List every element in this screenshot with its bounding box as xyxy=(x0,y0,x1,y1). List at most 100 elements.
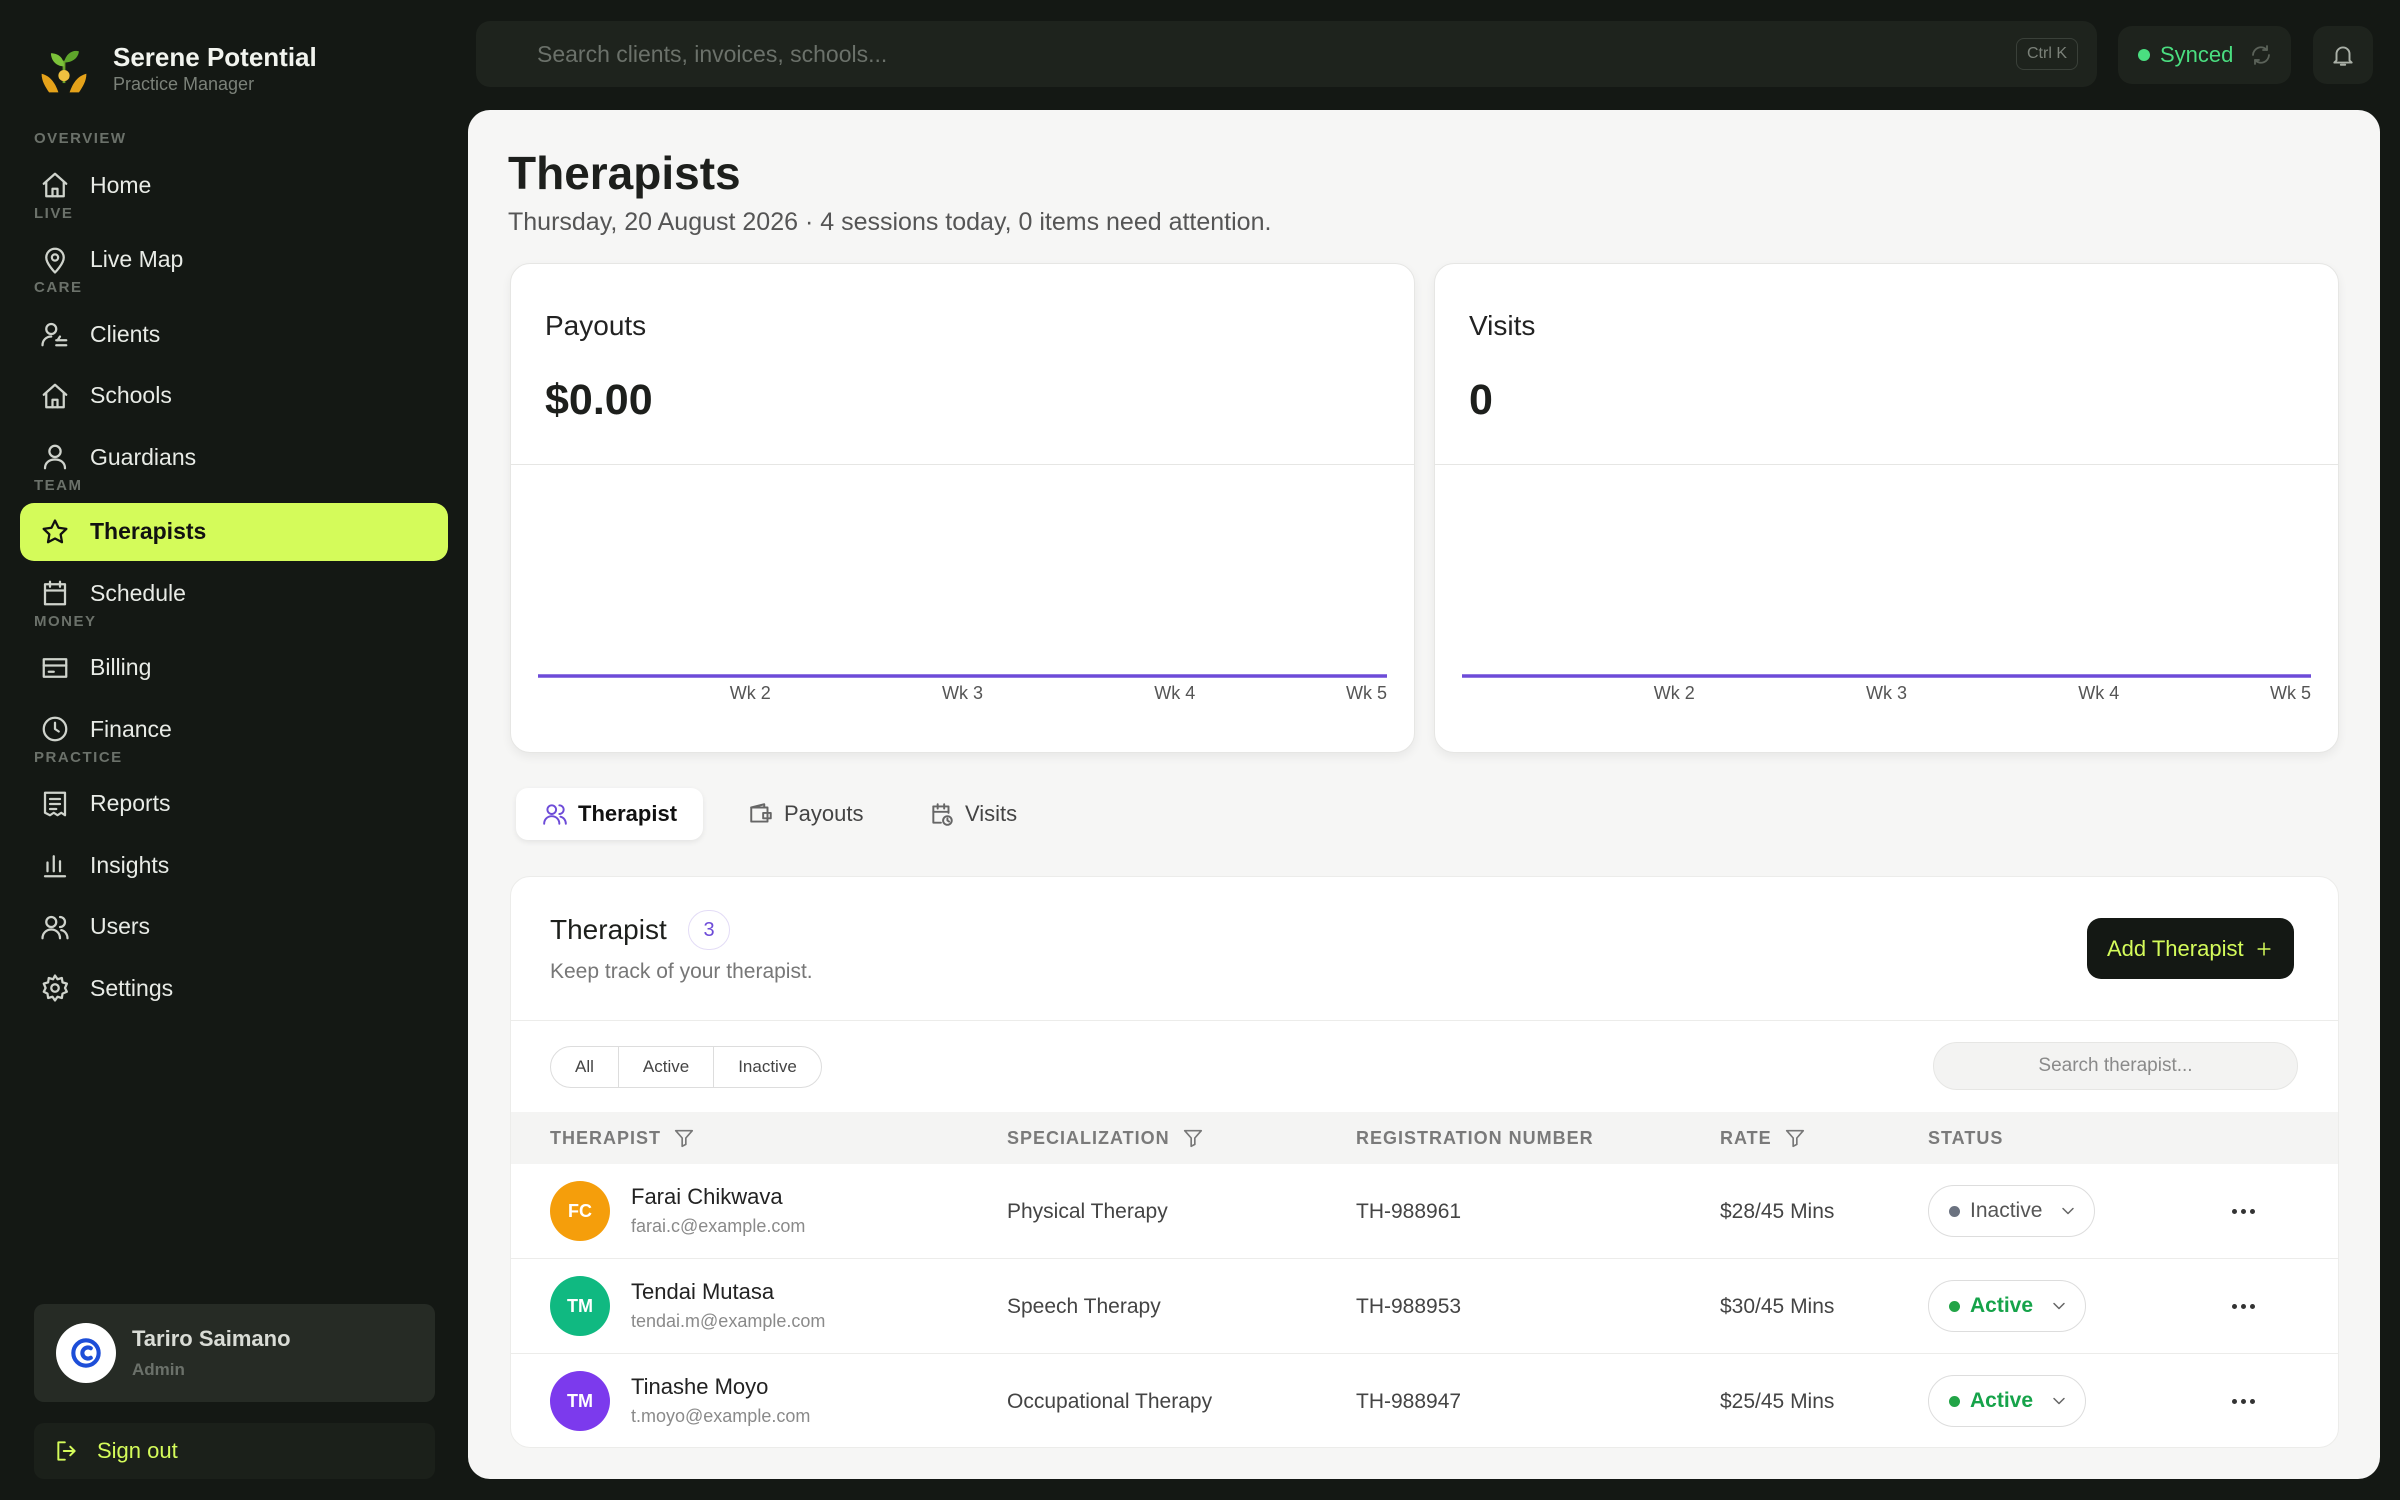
nav-label: Insights xyxy=(90,851,170,878)
nav-item[interactable]: Reports xyxy=(20,775,448,833)
filter-icon xyxy=(1785,1129,1804,1148)
card-divider xyxy=(511,464,1414,465)
nav-item[interactable]: Therapists xyxy=(20,502,448,561)
avatar: TM xyxy=(550,1371,610,1431)
cell-registration: TH-988947 xyxy=(1356,1389,1462,1413)
nav-item[interactable]: Users xyxy=(20,898,448,956)
nav-item[interactable]: Clients xyxy=(20,305,448,363)
card-value: 0 xyxy=(1469,376,1493,424)
chevron-icon xyxy=(2053,1397,2065,1405)
status-dot xyxy=(1949,1205,1960,1217)
nav-icon xyxy=(42,172,68,198)
nav-icon xyxy=(43,791,67,816)
filter-option[interactable]: All xyxy=(575,1057,594,1076)
nav-section-label: TEAM xyxy=(34,476,83,494)
filter-option[interactable]: Active xyxy=(617,1047,713,1087)
column-label: THERAPIST xyxy=(550,1127,662,1148)
add-therapist-button[interactable]: Add Therapist xyxy=(2087,918,2294,979)
nav-label: Home xyxy=(90,171,152,198)
sync-status[interactable]: Synced xyxy=(2118,26,2291,84)
x-tick-label: Wk 3 xyxy=(1866,683,1907,703)
nav-label: Clients xyxy=(90,320,161,347)
tab[interactable]: Visits xyxy=(903,788,1043,840)
column-label: SPECIALIZATION xyxy=(1007,1127,1170,1148)
nav-icon xyxy=(41,915,69,939)
nav-label: Schools xyxy=(90,382,172,408)
therapist-name: Tendai Mutasa xyxy=(631,1279,775,1304)
nav-icon xyxy=(43,444,67,470)
tab-label: Payouts xyxy=(784,801,864,826)
filter-option[interactable]: Inactive xyxy=(713,1047,821,1087)
global-search[interactable]: Search clients, invoices, schools... Ctrl… xyxy=(476,21,2097,87)
x-tick-label: Wk 4 xyxy=(1154,683,1195,703)
page-subtitle: Thursday, 20 August 2026 · 4 sessions to… xyxy=(508,208,1272,236)
cell-specialization: Speech Therapy xyxy=(1007,1294,1161,1318)
menu-dot xyxy=(2240,1303,2246,1309)
status-select[interactable]: Active xyxy=(1928,1375,2087,1427)
status-label: Inactive xyxy=(1970,1199,2043,1222)
menu-dot xyxy=(2240,1398,2246,1404)
avatar: FC xyxy=(550,1181,610,1241)
row-menu[interactable] xyxy=(2223,1194,2263,1228)
row-menu[interactable] xyxy=(2223,1289,2263,1323)
nav-item[interactable]: Home xyxy=(20,156,448,214)
status-select[interactable]: Active xyxy=(1928,1280,2087,1332)
column-header[interactable]: THERAPIST xyxy=(550,1112,695,1164)
chevron-icon xyxy=(2062,1207,2075,1215)
sync-dot xyxy=(2138,49,2150,61)
table-row: FC Farai Chikwava farai.c@example.com Physi… xyxy=(511,1164,2338,1259)
sync-icon xyxy=(2252,45,2270,65)
user-role: Admin xyxy=(132,1360,185,1379)
nav-item[interactable]: Settings xyxy=(20,959,448,1017)
nav-item[interactable]: Schedule xyxy=(20,564,448,622)
nav-icon xyxy=(41,322,68,347)
nav-item[interactable]: Guardians xyxy=(20,428,448,486)
therapist-search[interactable]: Search therapist... xyxy=(1933,1042,2298,1090)
nav-icon xyxy=(43,855,67,878)
therapist-name: Farai Chikwava xyxy=(631,1184,783,1209)
cell-specialization: Occupational Therapy xyxy=(1007,1389,1213,1413)
column-label: REGISTRATION NUMBER xyxy=(1356,1127,1594,1148)
nav-item[interactable]: Billing xyxy=(20,639,448,697)
tab-label: Therapist xyxy=(578,801,678,826)
menu-dot xyxy=(2231,1303,2237,1309)
therapist-email: tendai.m@example.com xyxy=(631,1311,826,1331)
tab[interactable]: Therapist xyxy=(516,788,704,840)
user-avatar xyxy=(56,1323,116,1383)
cell-registration: TH-988953 xyxy=(1356,1294,1462,1318)
row-menu[interactable] xyxy=(2223,1384,2263,1418)
status-select[interactable]: Inactive xyxy=(1928,1185,2096,1237)
nav-item[interactable]: Live Map xyxy=(20,231,448,289)
x-tick-label: Wk 3 xyxy=(942,683,983,703)
mini-chart: Wk 2 Wk 3 Wk 4 Wk 5 xyxy=(538,674,1387,703)
column-header: REGISTRATION NUMBER xyxy=(1356,1112,1594,1164)
column-label: RATE xyxy=(1720,1127,1772,1148)
nav-section-label: CARE xyxy=(34,279,83,296)
menu-dot xyxy=(2249,1208,2255,1214)
cell-rate: $25/45 Mins xyxy=(1720,1389,1835,1413)
x-tick-label: Wk 2 xyxy=(1654,683,1695,703)
divider xyxy=(511,1020,2338,1021)
status-label: Active xyxy=(1970,1389,2034,1412)
nav-label: Finance xyxy=(90,715,172,742)
nav-item[interactable]: Finance xyxy=(20,700,448,758)
table-card: Therapist 3 Keep track of your therapist. A… xyxy=(510,876,2339,1448)
mini-chart: Wk 2 Wk 3 Wk 4 Wk 5 xyxy=(1462,674,2311,703)
nav-item[interactable]: Schools xyxy=(20,367,448,425)
user-logo xyxy=(71,1338,101,1368)
tab[interactable]: Payouts xyxy=(722,788,890,840)
column-header[interactable]: SPECIALIZATION xyxy=(1007,1112,1204,1164)
search-placeholder: Search therapist... xyxy=(2038,1055,2193,1076)
nav-label: Settings xyxy=(90,974,174,1001)
status-label: Active xyxy=(1970,1294,2034,1317)
nav-label: Therapists xyxy=(90,518,207,544)
sign-out[interactable]: Sign out xyxy=(34,1423,435,1479)
notifications[interactable] xyxy=(2313,26,2373,84)
cell-specialization: Physical Therapy xyxy=(1007,1199,1168,1223)
column-header[interactable]: RATE xyxy=(1720,1112,1806,1164)
plus-icon xyxy=(2256,941,2271,956)
user-card[interactable]: Tariro Saimano Admin xyxy=(34,1304,435,1402)
filter-icon xyxy=(1183,1129,1202,1148)
menu-dot xyxy=(2240,1208,2246,1214)
nav-item[interactable]: Insights xyxy=(20,836,448,894)
